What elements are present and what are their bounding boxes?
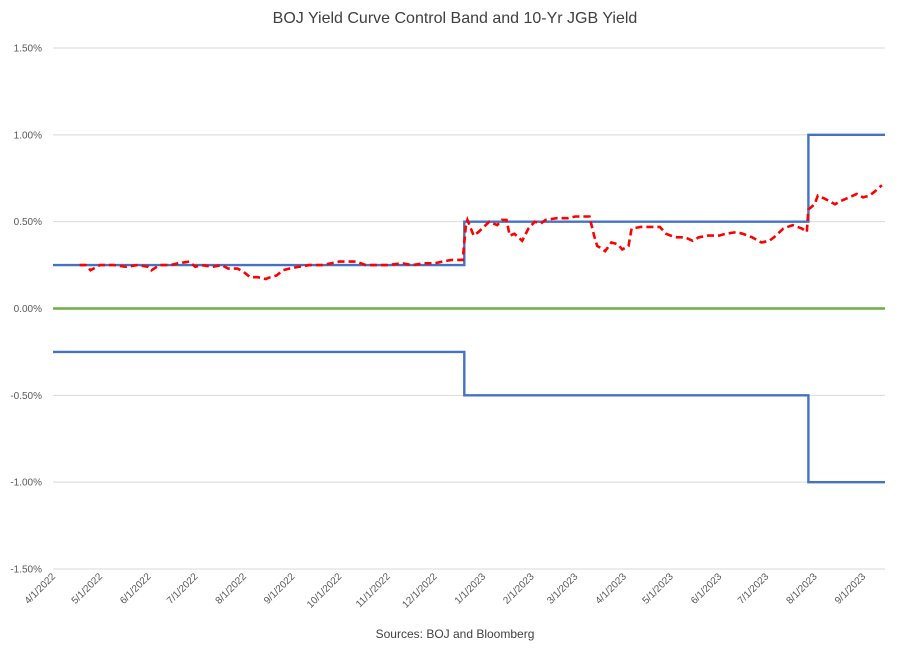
x-tick-label: 9/1/2023 (833, 571, 869, 607)
x-axis-tick-labels: 4/1/2022 5/1/2022 6/1/2022 7/1/2022 8/1/2022… (23, 571, 869, 611)
x-tick-label: 8/1/2022 (214, 571, 250, 607)
y-tick-label: 1.00% (14, 130, 42, 141)
x-tick-label: 3/1/2023 (545, 571, 581, 607)
y-tick-label: -0.50% (10, 391, 42, 402)
y-tick-label: 0.00% (14, 304, 42, 315)
source-note: Sources: BOJ and Bloomberg (375, 627, 535, 641)
x-tick-label: 10/1/2022 (305, 571, 345, 611)
y-tick-label: -1.50% (10, 565, 42, 576)
chart-title: BOJ Yield Curve Control Band and 10-Yr J… (272, 10, 638, 27)
x-tick-label: 11/1/2022 (354, 571, 393, 610)
y-tick-label: 0.50% (14, 217, 42, 228)
x-tick-label: 1/1/2023 (453, 571, 489, 607)
y-axis-tick-labels: 1.50% 1.00% 0.50% 0.00% -0.50% -1.00% -1.50% (10, 44, 42, 576)
series-line-3 (79, 184, 883, 281)
x-tick-label: 7/1/2023 (736, 571, 772, 607)
x-tick-label: 4/1/2022 (23, 571, 59, 607)
x-tick-label: 5/1/2023 (641, 571, 677, 607)
y-tick-label: -1.00% (10, 478, 42, 489)
x-tick-label: 4/1/2023 (594, 571, 630, 607)
x-tick-label: 8/1/2023 (784, 571, 820, 607)
series-line-0 (53, 133, 885, 267)
series-layer (53, 133, 885, 484)
x-tick-label: 5/1/2022 (70, 571, 106, 607)
x-tick-label: 7/1/2022 (165, 571, 201, 607)
y-tick-label: 1.50% (14, 44, 42, 55)
series-line-1 (53, 350, 885, 484)
x-tick-label: 2/1/2023 (501, 571, 537, 607)
x-tick-label: 6/1/2023 (689, 571, 725, 607)
x-tick-label: 12/1/2022 (400, 571, 440, 611)
x-tick-label: 6/1/2022 (118, 571, 154, 607)
x-tick-label: 9/1/2022 (262, 571, 298, 607)
